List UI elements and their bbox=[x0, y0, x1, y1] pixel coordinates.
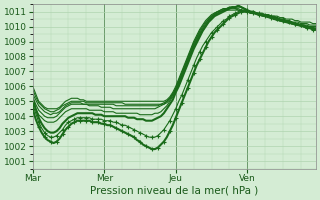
X-axis label: Pression niveau de la mer( hPa ): Pression niveau de la mer( hPa ) bbox=[90, 186, 259, 196]
